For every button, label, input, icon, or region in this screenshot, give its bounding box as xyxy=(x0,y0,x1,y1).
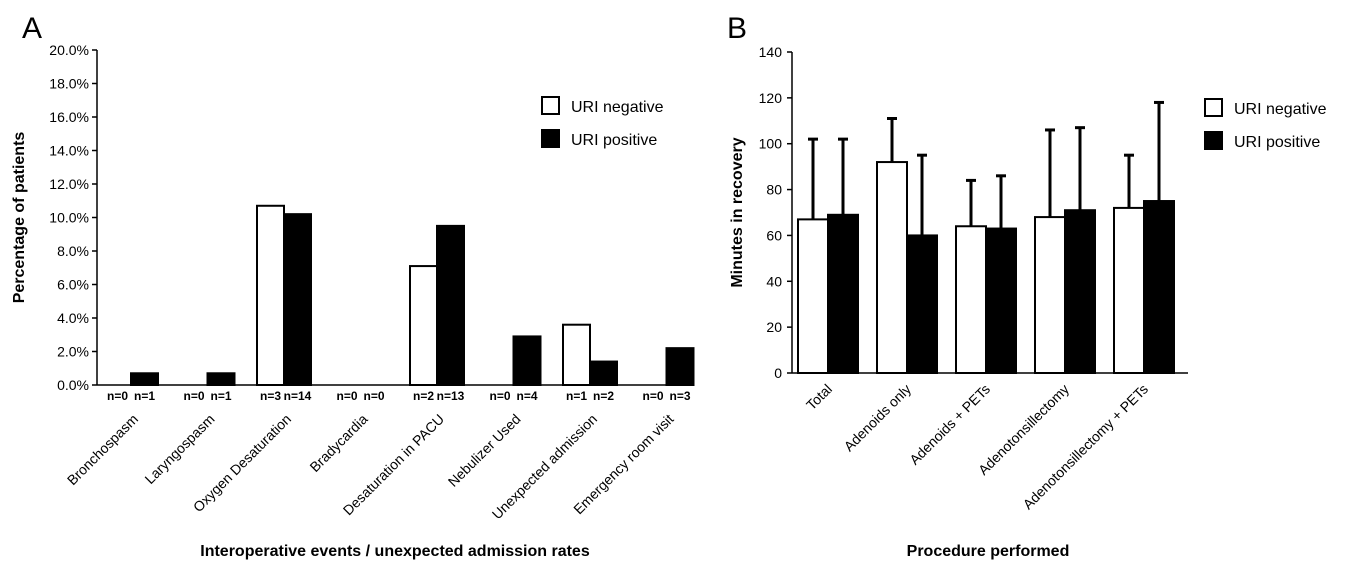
y-tick-label: 2.0% xyxy=(57,344,89,360)
y-tick-label: 10.0% xyxy=(49,210,89,226)
bar-positive xyxy=(206,372,236,386)
n-label: n=0 xyxy=(363,389,384,403)
bar-positive xyxy=(130,372,159,386)
x-axis-title: Interoperative events / unexpected admis… xyxy=(200,543,590,560)
y-tick-label: 100 xyxy=(759,136,783,152)
y-tick-label: 40 xyxy=(766,273,782,289)
panel-label-b: B xyxy=(727,12,747,45)
n-label: n=1 xyxy=(566,389,587,403)
legend-swatch xyxy=(541,96,560,115)
category-label: Total xyxy=(803,381,835,413)
n-label: n=1 xyxy=(134,389,155,403)
n-label: n=2 xyxy=(413,389,434,403)
chart-a: A 0.0% 2.0% 4.0% 6.0% 8.0% 10.0% 12.0% 14.0% 16.0… xyxy=(11,12,695,560)
n-label: n=3 xyxy=(669,389,690,403)
legend-label: URI negative xyxy=(571,99,664,116)
bar-negative xyxy=(797,218,829,374)
y-tick-label: 80 xyxy=(766,182,782,198)
panel-label-a: A xyxy=(22,12,42,45)
bar-positive xyxy=(906,234,938,374)
bar-positive xyxy=(283,213,312,386)
y-tick-label: 20 xyxy=(766,319,782,335)
bar-negative xyxy=(1113,206,1145,374)
legend-label: URI positive xyxy=(1234,134,1320,151)
category-label: Adenoids + PETs xyxy=(906,381,993,468)
category-label: Adenotonsillectomy + PETs xyxy=(1020,381,1152,513)
n-label: n=0 xyxy=(336,389,357,403)
legend-swatch xyxy=(1204,98,1223,117)
bar-negative xyxy=(409,265,438,387)
bar-negative xyxy=(256,204,285,386)
y-tick-label: 4.0% xyxy=(57,310,89,326)
legend-label: URI positive xyxy=(571,132,657,149)
y-axis-title: Minutes in recovery xyxy=(729,137,746,287)
bar-positive xyxy=(589,360,618,386)
category-label: Adenoids only xyxy=(841,381,915,455)
category-label: Nebulizer Used xyxy=(445,411,524,490)
legend-swatch xyxy=(1204,131,1223,150)
bar-positive xyxy=(827,213,859,374)
category-label: Laryngospasm xyxy=(141,411,217,487)
chart-b: B 0 20 40 60 80 100 120 140 Minutes in recovery To… xyxy=(727,12,1327,560)
y-tick-label: 14.0% xyxy=(49,143,89,159)
y-tick-label: 60 xyxy=(766,227,782,243)
category-label: Bronchospasm xyxy=(64,411,141,488)
bar-positive xyxy=(665,347,695,386)
bar-positive xyxy=(1064,209,1096,374)
x-axis-title: Procedure performed xyxy=(907,543,1070,560)
n-label: n=3 xyxy=(260,389,281,403)
y-tick-label: 6.0% xyxy=(57,277,89,293)
bar-positive xyxy=(512,335,542,386)
legend-swatch xyxy=(541,129,560,148)
y-tick-label: 20.0% xyxy=(49,42,89,58)
n-label: n=0 xyxy=(489,389,510,403)
y-tick-label: 120 xyxy=(759,90,783,106)
n-label: n=4 xyxy=(516,389,537,403)
n-label: n=14 xyxy=(284,389,312,403)
n-label: n=0 xyxy=(107,389,128,403)
y-tick-label: 0 xyxy=(774,365,782,381)
bar-positive xyxy=(1143,200,1175,374)
n-label: n=13 xyxy=(437,389,465,403)
n-label: n=2 xyxy=(593,389,614,403)
n-label: n=0 xyxy=(183,389,204,403)
y-tick-label: 140 xyxy=(759,44,783,60)
bar-negative xyxy=(562,323,591,387)
y-tick-label: 12.0% xyxy=(49,176,89,192)
bar-positive xyxy=(436,224,465,386)
category-label: Bradycardia xyxy=(306,411,370,475)
bar-negative xyxy=(1034,216,1066,374)
y-tick-label: 0.0% xyxy=(57,377,89,393)
y-axis-title: Percentage of patients xyxy=(11,132,28,304)
y-tick-label: 8.0% xyxy=(57,243,89,259)
bar-negative xyxy=(876,161,908,374)
n-label: n=0 xyxy=(642,389,663,403)
bar-positive xyxy=(985,227,1017,374)
n-label: n=1 xyxy=(210,389,231,403)
y-tick-label: 18.0% xyxy=(49,76,89,92)
bar-negative xyxy=(955,225,987,374)
legend-label: URI negative xyxy=(1234,101,1327,118)
y-tick-label: 16.0% xyxy=(49,109,89,125)
